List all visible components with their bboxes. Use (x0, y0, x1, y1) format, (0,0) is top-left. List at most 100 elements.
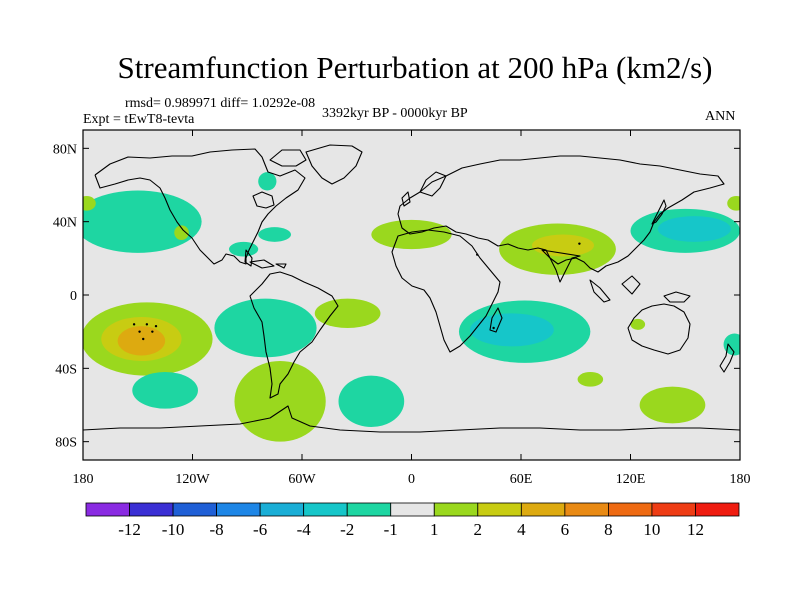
colorbar-swatch-1 (129, 502, 174, 517)
colorbar-label: 6 (561, 520, 570, 539)
lon-tick-label: 120E (616, 472, 646, 487)
anomaly-mexico-negative (229, 241, 259, 257)
anomaly-tasman-positive (639, 386, 706, 424)
colorbar-swatch-8 (433, 502, 479, 517)
gridpoint-dot-2 (154, 324, 158, 328)
anomaly-gulf-negative (258, 227, 292, 242)
colorbar-swatch-9 (477, 502, 522, 517)
gridpoint-dot-7 (492, 326, 495, 330)
gridpoint-dot-0 (132, 323, 136, 326)
period-label: 3392kyr BP - 0000kyr BP (322, 106, 468, 121)
gridpoint-dot-5 (142, 337, 145, 341)
coastline-north-america (94, 148, 306, 265)
lat-tick-label: 80S (55, 436, 77, 451)
lon-tick-label: 0 (408, 472, 415, 487)
coastline-florida (244, 249, 253, 267)
anomaly-layer (83, 172, 740, 442)
lat-tick-label: 80N (53, 142, 77, 157)
colorbar-swatch-0 (85, 502, 130, 517)
colorbar-swatch-4 (259, 502, 305, 517)
colorbar-label: -8 (210, 520, 224, 539)
axis-ticks: 80N 40N 0 40S 80S 180 120W 60W 0 60E 120E 180 (53, 130, 751, 487)
anomaly-australia-south-negative (723, 333, 740, 356)
lat-tick-label: 40S (55, 362, 77, 377)
coastline-africa (391, 229, 501, 353)
colorbar-swatch-6 (346, 502, 392, 517)
anomaly-southeast-pacific-negative (214, 298, 317, 358)
season-label: ANN (705, 109, 736, 124)
colorbar-label: -12 (118, 520, 141, 539)
coastline-eurasia (397, 155, 725, 273)
colorbar-label: 12 (687, 520, 704, 539)
coastline-south-america (249, 271, 339, 399)
coastline-sumatra (589, 279, 611, 303)
anomaly-north-atlantic-east-positive (314, 298, 381, 329)
lon-tick-label: 60E (510, 472, 533, 487)
colorbar-label: -1 (384, 520, 398, 539)
colorbar-swatch-11 (564, 502, 609, 517)
colorbar-label: -6 (253, 520, 267, 539)
coastline-hudson-bay (252, 191, 275, 209)
coastline-borneo (621, 275, 641, 295)
colorbar-label: 4 (517, 520, 526, 539)
gridpoint-dot-8 (578, 242, 581, 245)
anomaly-east-pacific-north-positive (727, 196, 740, 211)
colorbar-swatch-10 (520, 502, 566, 517)
coastline-japan (651, 199, 667, 225)
colorbar: -12 -10 -8 -6 -4 -2 -1 1 2 4 6 8 10 12 (85, 502, 740, 539)
colorbar-swatch-2 (172, 502, 217, 517)
gridpoint-dot-3 (138, 330, 141, 333)
anomaly-west-pacific-north-negative-outer (83, 190, 202, 253)
coastline-scandinavia (419, 171, 447, 197)
anomaly-north-africa-positive (371, 219, 452, 250)
coastline-india (541, 249, 581, 283)
colorbar-label: -2 (340, 520, 354, 539)
lat-tick-label: 0 (70, 289, 77, 304)
colorbar-label: 10 (643, 520, 660, 539)
anomaly-small-pacific-positive (174, 225, 189, 241)
lon-tick-label: 120W (175, 472, 210, 487)
figure-title: Streamfunction Perturbation at 200 hPa (… (117, 50, 713, 85)
coastline-baffin (269, 149, 307, 167)
anomaly-north-pacific-west-core (657, 216, 731, 242)
colorbar-swatch-12 (608, 502, 653, 517)
coastline-new-zealand (719, 343, 735, 373)
colorbar-swatch-14 (695, 502, 740, 517)
anomaly-dateline-north-positive (83, 196, 96, 211)
colorbar-label: -4 (297, 520, 312, 539)
stats-line: rmsd= 0.989971 diff= 1.0292e-08 (125, 96, 316, 111)
colorbar-swatch-3 (216, 502, 261, 517)
anomaly-south-pacific-negative (132, 372, 198, 409)
colorbar-label: -10 (162, 520, 185, 539)
lon-tick-label: 180 (73, 472, 94, 487)
coastline-antarctica (83, 405, 740, 433)
anomaly-nw-australia-positive (630, 318, 646, 330)
anomaly-patagonia-positive (234, 361, 326, 442)
coastline-layer (83, 144, 740, 433)
anomaly-indian-ocean-negative-core (469, 313, 554, 347)
colorbar-swatch-5 (303, 502, 348, 517)
gridpoint-dot-1 (145, 323, 149, 326)
lon-tick-label: 60W (288, 472, 316, 487)
coastline-greenland (305, 144, 363, 185)
coastline-cuba (249, 259, 275, 269)
coastline-uk (401, 191, 411, 207)
colorbar-label: 2 (474, 520, 483, 539)
coastline-hispaniola (275, 263, 287, 269)
colorbar-swatch-13 (651, 502, 696, 517)
anomaly-indian-ocean-south-positive (577, 372, 604, 387)
anomaly-south-pacific-positive-core (117, 326, 166, 356)
anomaly-south-atlantic-negative (338, 375, 405, 428)
gridpoint-dot-4 (151, 330, 154, 333)
colorbar-swatch-7 (390, 502, 435, 517)
lon-tick-label: 180 (730, 472, 751, 487)
colorbar-label: 8 (604, 520, 613, 539)
experiment-label: Expt = tEwT8-tevta (83, 112, 195, 127)
coastline-madagascar (489, 307, 503, 333)
colorbar-label: 1 (430, 520, 439, 539)
lat-tick-label: 40N (53, 216, 77, 231)
anomaly-hudson-negative (258, 172, 277, 191)
coastline-new-guinea (663, 291, 691, 303)
coastline-australia (627, 303, 691, 355)
